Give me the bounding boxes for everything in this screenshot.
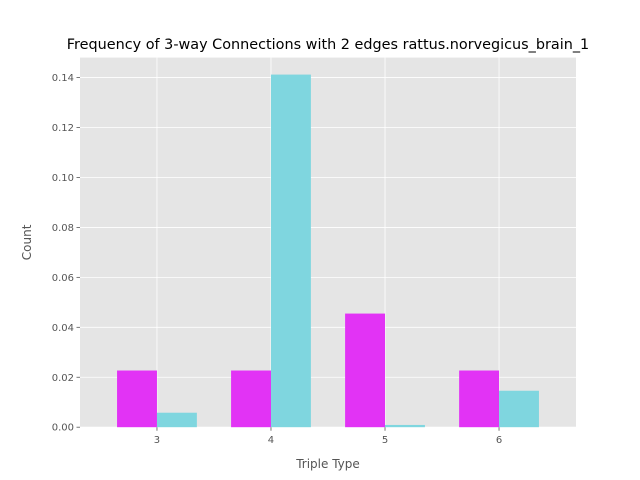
- x-ticks: 3 4 5 6: [154, 427, 502, 446]
- x-tick-label: 3: [154, 435, 160, 446]
- bar-series-1-3: [117, 370, 157, 428]
- y-tick-label: 0.12: [52, 123, 74, 134]
- bar-series-2-3: [156, 412, 197, 428]
- bar-series-1-4: [231, 370, 271, 428]
- y-tick-label: 0.08: [52, 223, 74, 234]
- plot-area: [80, 57, 576, 428]
- bar-series-2-6: [499, 390, 539, 428]
- x-tick-label: 6: [496, 435, 502, 446]
- bar-series-2-4: [270, 74, 311, 428]
- y-ticks: 0.00 0.02 0.04 0.06 0.08 0.10 0.12 0.14: [52, 73, 80, 434]
- y-tick-label: 0.02: [52, 373, 74, 384]
- x-tick-label: 5: [382, 435, 388, 446]
- bar-series-1-5: [345, 313, 386, 428]
- y-tick-label: 0.00: [52, 423, 74, 434]
- y-tick-label: 0.04: [52, 323, 74, 334]
- bar-series-1-6: [459, 370, 500, 428]
- y-tick-label: 0.10: [52, 173, 74, 184]
- x-axis-label: Triple Type: [295, 457, 360, 471]
- bars: [117, 74, 539, 428]
- y-tick-label: 0.14: [52, 73, 74, 84]
- y-tick-label: 0.06: [52, 273, 74, 284]
- bar-series-2-5: [385, 424, 425, 428]
- x-tick-label: 4: [268, 435, 274, 446]
- y-axis-label: Count: [20, 224, 34, 260]
- chart-title: Frequency of 3-way Connections with 2 ed…: [67, 37, 589, 53]
